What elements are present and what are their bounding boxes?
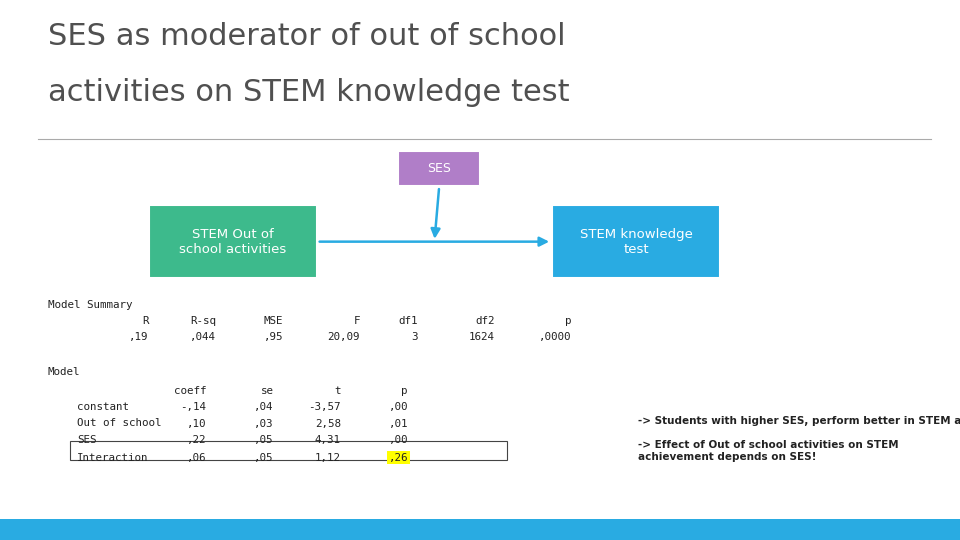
Text: df1: df1 (398, 316, 418, 326)
Text: SES: SES (427, 162, 451, 176)
Text: ,05: ,05 (254, 435, 274, 445)
Text: ,03: ,03 (254, 418, 274, 429)
Text: -> Effect of Out of school activities on STEM
achievement depends on SES!: -> Effect of Out of school activities on… (638, 440, 899, 462)
Text: 4,31: 4,31 (315, 435, 341, 445)
Text: STEM knowledge
test: STEM knowledge test (580, 228, 692, 255)
Text: SES as moderator of out of school: SES as moderator of out of school (48, 22, 565, 51)
Text: constant: constant (77, 402, 129, 413)
Text: 2,58: 2,58 (315, 418, 341, 429)
Text: R-sq: R-sq (190, 316, 216, 326)
Text: MSE: MSE (264, 316, 283, 326)
Text: STEM Out of
school activities: STEM Out of school activities (180, 228, 286, 255)
FancyBboxPatch shape (149, 205, 317, 278)
Text: R: R (142, 316, 149, 326)
Text: ,26: ,26 (389, 453, 408, 463)
Text: Model Summary: Model Summary (48, 300, 132, 310)
Text: ,00: ,00 (389, 402, 408, 413)
Text: activities on STEM knowledge test: activities on STEM knowledge test (48, 78, 569, 107)
Text: ,05: ,05 (254, 453, 274, 463)
FancyBboxPatch shape (0, 519, 960, 540)
Text: ,10: ,10 (187, 418, 206, 429)
Text: 20,09: 20,09 (327, 332, 360, 342)
Text: ,044: ,044 (190, 332, 216, 342)
Text: 3: 3 (411, 332, 418, 342)
Text: ,04: ,04 (254, 402, 274, 413)
Text: ,0000: ,0000 (539, 332, 571, 342)
FancyBboxPatch shape (398, 151, 480, 186)
Text: coeff: coeff (174, 386, 206, 396)
Text: Out of school: Out of school (77, 418, 161, 429)
Text: -,14: -,14 (180, 402, 206, 413)
Text: ,01: ,01 (389, 418, 408, 429)
Text: se: se (260, 386, 274, 396)
Text: ,95: ,95 (264, 332, 283, 342)
Text: Model: Model (48, 367, 81, 377)
Text: 1,12: 1,12 (315, 453, 341, 463)
Text: F: F (353, 316, 360, 326)
Text: df2: df2 (475, 316, 494, 326)
FancyBboxPatch shape (552, 205, 720, 278)
Text: SES: SES (77, 435, 96, 445)
Text: ,00: ,00 (389, 435, 408, 445)
Text: ,06: ,06 (187, 453, 206, 463)
Text: 1624: 1624 (468, 332, 494, 342)
Text: Interaction: Interaction (77, 453, 148, 463)
Text: p: p (564, 316, 571, 326)
Text: ,19: ,19 (130, 332, 149, 342)
Text: -3,57: -3,57 (308, 402, 341, 413)
Text: p: p (401, 386, 408, 396)
Text: t: t (334, 386, 341, 396)
Text: ,22: ,22 (187, 435, 206, 445)
Text: -> Students with higher SES, perform better in STEM area: -> Students with higher SES, perform bet… (638, 416, 960, 426)
